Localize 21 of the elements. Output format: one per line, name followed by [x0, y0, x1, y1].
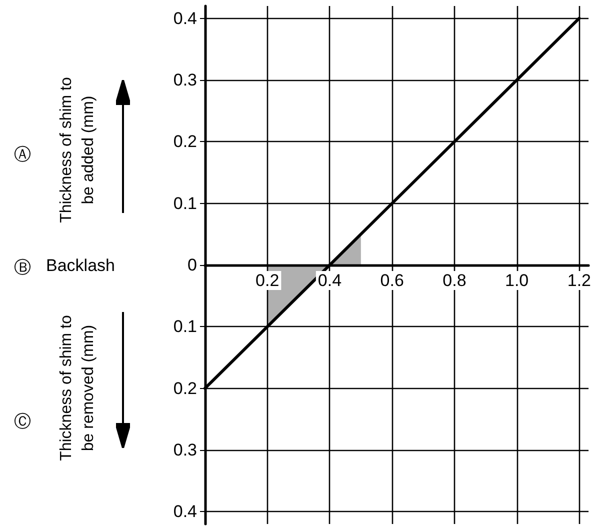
y-tick-label: 0.4 — [173, 8, 197, 28]
y-tick-label: 0.1 — [173, 194, 197, 213]
text: Backlash — [46, 256, 115, 276]
y-tick-label: 0.3 — [173, 70, 197, 90]
text: Thickness of shim to be added (mm) — [57, 76, 98, 225]
x-tick-label: 1.0 — [505, 271, 529, 290]
y-tick-label: 0 — [188, 256, 197, 274]
text: Ⓐ — [14, 144, 31, 166]
y-tick-label: 0.2 — [173, 132, 197, 152]
text: Ⓒ — [14, 411, 31, 433]
y-tick-label: 0.1 — [173, 317, 197, 336]
x-tick-label: 0.6 — [380, 271, 404, 290]
y-tick-label: 0.3 — [173, 440, 197, 460]
x-tick-label: 1.2 — [567, 271, 592, 290]
x-tick-label: 0.8 — [442, 271, 466, 290]
text: Ⓑ — [14, 257, 31, 279]
y-tick-label: 0.2 — [173, 378, 197, 398]
text: Thickness of shim to be removed (mm) — [57, 314, 98, 463]
y-tick-label: 0.4 — [173, 502, 197, 522]
x-tick-label: 0.2 — [256, 271, 280, 290]
x-tick-label: 0.4 — [318, 271, 342, 290]
